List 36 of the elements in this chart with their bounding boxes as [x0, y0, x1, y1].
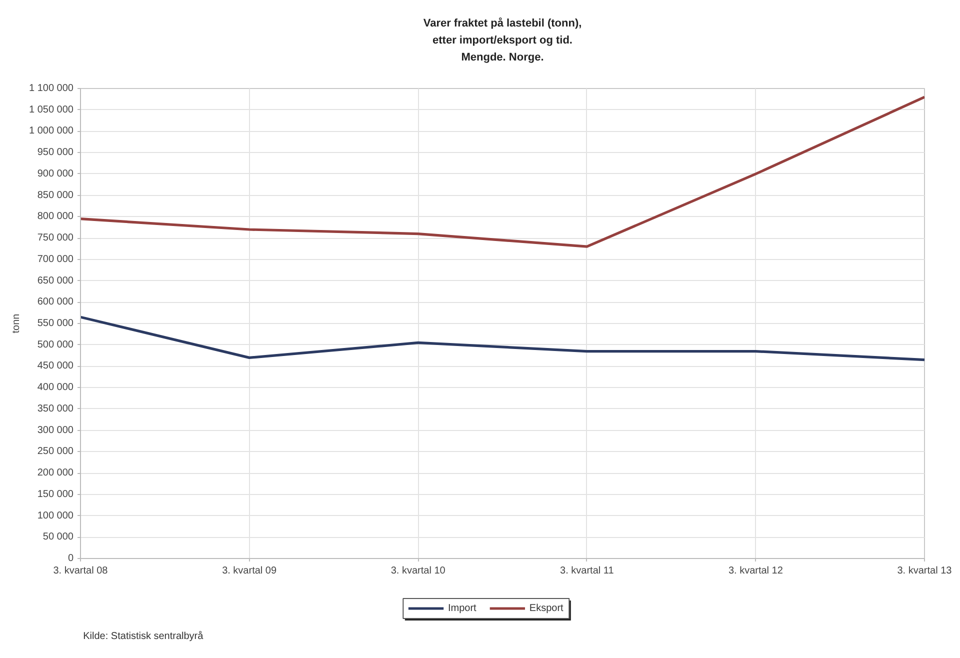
- text: Kilde: Statistisk sentralbyrå: [83, 630, 204, 642]
- y-tick-label: 150 000: [37, 488, 74, 500]
- y-tick-label: 100 000: [37, 510, 74, 522]
- x-tick-label: 3. kvartal 09: [222, 566, 277, 576]
- legend-label: Import: [448, 603, 477, 614]
- y-tick-label: 800 000: [37, 211, 74, 222]
- y-tick-label: 1 100 000: [29, 83, 74, 94]
- y-tick-label: 900 000: [37, 168, 74, 180]
- y-tick-label: 200 000: [37, 468, 74, 479]
- legend-label: Eksport: [529, 603, 564, 614]
- x-tick-label: 3. kvartal 13: [897, 566, 952, 576]
- y-tick-label: 0: [68, 553, 74, 564]
- y-tick-label: 400 000: [37, 382, 74, 394]
- x-tick-label: 3. kvartal 10: [390, 566, 446, 576]
- line-series: [80, 96, 924, 248]
- y-tick-label: 1 000 000: [29, 126, 74, 137]
- y-tick-label: 450 000: [37, 360, 74, 372]
- y-tick-label: 350 000: [37, 403, 74, 414]
- y-tick-label: 700 000: [37, 254, 74, 265]
- y-tick-label: 850 000: [37, 190, 74, 201]
- y-tick-label: 1 050 000: [29, 104, 74, 116]
- y-tick-label: 750 000: [37, 232, 74, 244]
- y-tick-label: 950 000: [37, 147, 74, 158]
- x-tick-label: 3. kvartal 12: [728, 566, 784, 576]
- y-tick-label: 250 000: [37, 446, 74, 458]
- x-tick-label: 3. kvartal 08: [53, 566, 108, 576]
- y-tick-label: 50 000: [42, 532, 74, 543]
- y-tick-label: 550 000: [37, 318, 74, 329]
- line-series: [80, 316, 924, 362]
- y-tick-label: 600 000: [37, 296, 74, 308]
- y-axis-title: tonn: [11, 314, 22, 334]
- chart-title: Varer fraktet på lastebil (tonn), etter import/eksport og tid. Mengde. Norge.: [423, 16, 582, 64]
- y-tick-label: 500 000: [37, 339, 74, 350]
- y-tick-label: 300 000: [37, 424, 74, 436]
- x-tick-label: 3. kvartal 11: [560, 566, 614, 576]
- y-tick-label: 650 000: [37, 275, 74, 286]
